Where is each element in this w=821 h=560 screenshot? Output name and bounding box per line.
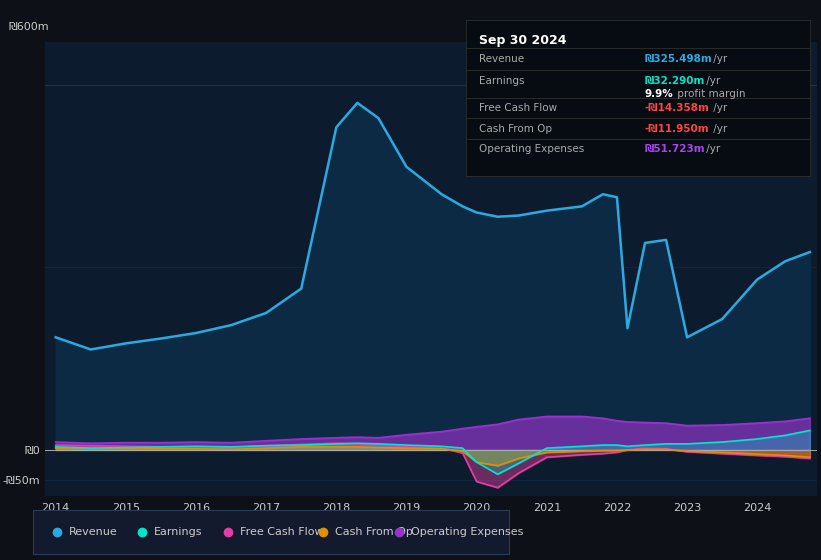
Text: Revenue: Revenue [69,527,117,537]
Text: /yr: /yr [710,54,727,64]
Text: ₪32.290m: ₪32.290m [644,76,705,86]
Text: Operating Expenses: Operating Expenses [411,527,524,537]
Text: Sep 30 2024: Sep 30 2024 [479,34,566,46]
Text: Free Cash Flow: Free Cash Flow [479,103,557,113]
Text: /yr: /yr [710,103,727,113]
Text: Earnings: Earnings [154,527,203,537]
Text: ₪325.498m: ₪325.498m [644,54,713,64]
Text: /yr: /yr [710,124,727,134]
Text: 9.9%: 9.9% [644,89,673,99]
Text: ₪51.723m: ₪51.723m [644,144,705,154]
Text: profit margin: profit margin [674,89,745,99]
Text: -₪11.950m: -₪11.950m [644,124,709,134]
Text: /yr: /yr [703,144,720,154]
Text: Operating Expenses: Operating Expenses [479,144,585,154]
Text: -₪14.358m: -₪14.358m [644,103,709,113]
Text: Cash From Op: Cash From Op [335,527,413,537]
Text: Free Cash Flow: Free Cash Flow [240,527,323,537]
Text: Cash From Op: Cash From Op [479,124,553,134]
Text: Revenue: Revenue [479,54,525,64]
Text: /yr: /yr [703,76,720,86]
Text: ₪600m: ₪600m [8,22,48,31]
Text: Earnings: Earnings [479,76,525,86]
